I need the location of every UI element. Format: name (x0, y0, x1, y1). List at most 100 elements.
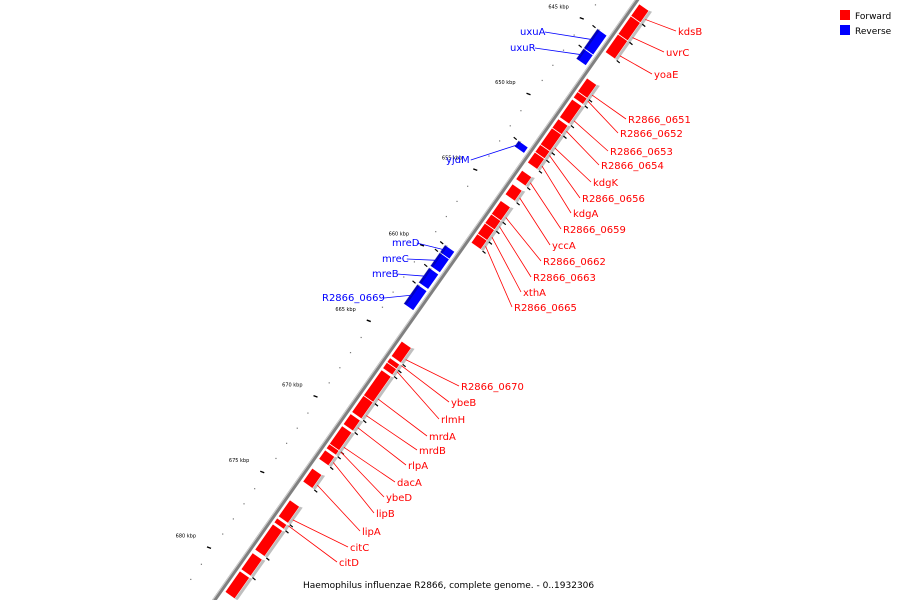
forward-gene-yccA[interactable] (504, 183, 523, 202)
forward-label-line (549, 155, 581, 199)
gene-shading (328, 456, 338, 467)
gene-shading (418, 267, 433, 284)
forward-gene-lipB[interactable] (318, 449, 336, 467)
forward-gene-R2866_0653[interactable] (558, 98, 583, 125)
feature-marker (354, 431, 359, 436)
minor-tick (286, 442, 288, 444)
feature-marker (584, 105, 589, 109)
forward-label-line (317, 484, 361, 532)
forward-gene-R2866_0659[interactable] (515, 169, 533, 187)
forward-gene-R2866_0652[interactable] (572, 90, 588, 106)
gene-shading (339, 432, 355, 452)
feature-marker (616, 59, 621, 64)
forward-gene-label: rlmH (441, 415, 465, 426)
minor-tick (594, 4, 597, 6)
forward-gene-citD[interactable] (273, 517, 288, 530)
backbone-highlight (212, 0, 636, 600)
genome-backbone (211, 0, 640, 600)
gene-shading (494, 220, 504, 231)
feature-marker (423, 263, 428, 268)
minor-tick (222, 533, 224, 535)
gene-shading (480, 240, 491, 251)
feature-marker (570, 124, 575, 129)
gene-shading (514, 140, 522, 148)
forward-gene-R2866_0665[interactable] (470, 233, 488, 251)
forward-gene-unnamed[interactable] (240, 552, 263, 577)
forward-gene-label: ybeD (386, 493, 412, 504)
feature-marker (629, 41, 633, 46)
forward-label-line (377, 398, 428, 437)
gene-shading (361, 402, 377, 420)
feature-marker (362, 419, 367, 424)
forward-gene-label: citD (339, 558, 359, 569)
gene-shading (400, 347, 415, 365)
forward-gene-lipA[interactable] (302, 467, 323, 490)
reverse-gene-mreC[interactable] (429, 251, 451, 274)
forward-label-line (529, 182, 562, 230)
forward-label-line (401, 365, 450, 403)
forward-gene-R2866_0670[interactable] (390, 340, 413, 364)
minor-tick (200, 563, 203, 565)
minor-tick (403, 276, 405, 278)
minor-tick (562, 49, 565, 51)
minor-tick (520, 110, 522, 112)
minor-tick (232, 518, 234, 520)
legend-reverse-swatch (840, 25, 850, 35)
reverse-label-line (406, 258, 437, 261)
legend: Forward Reverse (840, 10, 892, 37)
forward-gene-mrdB[interactable] (351, 394, 374, 420)
forward-gene-ybeD[interactable] (325, 443, 340, 456)
gene-shading (537, 158, 548, 171)
forward-gene-unnamed[interactable] (254, 523, 284, 558)
gene-shading (525, 177, 535, 188)
feature-marker (329, 466, 334, 471)
minor-tick (243, 503, 245, 505)
gene-shading (264, 530, 286, 558)
forward-label-line (396, 371, 440, 420)
forward-gene-label: kdgK (593, 178, 618, 189)
minor-tick (254, 488, 256, 490)
forward-gene-kdgA[interactable] (526, 151, 546, 171)
forward-gene-unnamed[interactable] (224, 570, 251, 600)
feature-marker (434, 248, 439, 253)
feature-marker (513, 136, 518, 141)
forward-gene-rlpA[interactable] (342, 413, 361, 432)
forward-gene-label: yoaE (654, 70, 678, 81)
forward-label-line (619, 55, 653, 75)
major-tick (366, 319, 372, 323)
feature-marker (265, 557, 270, 561)
reverse-gene-uxuR[interactable] (575, 47, 594, 67)
forward-gene-rlmH[interactable] (381, 361, 398, 376)
forward-gene-label: R2866_0656 (582, 194, 645, 205)
gene-shading (287, 506, 303, 525)
minor-tick (509, 125, 511, 127)
forward-gene-label: R2866_0659 (563, 225, 626, 236)
reverse-gene-mreB[interactable] (417, 266, 440, 291)
reverse-gene-R2866_0669[interactable] (402, 283, 428, 312)
gene-track (224, 3, 653, 600)
forward-label-line (332, 462, 375, 514)
reverse-gene-yjdM[interactable] (513, 139, 529, 154)
feature-marker (641, 23, 646, 28)
reverse-gene-label: R2866_0669 (322, 293, 385, 304)
forward-gene-label: R2866_0651 (628, 115, 691, 126)
forward-label-line (357, 427, 407, 466)
genome-caption: Haemophilus influenzae R2866, complete g… (303, 581, 594, 591)
feature-marker (495, 230, 500, 235)
gene-shading (430, 252, 443, 267)
forward-label-line (519, 197, 551, 246)
forward-label-line (292, 519, 349, 548)
forward-label-line (632, 37, 665, 53)
feature-marker (502, 221, 507, 226)
feature-marker (482, 250, 486, 254)
minor-tick (541, 79, 543, 82)
tick-label: 650 kbp (495, 80, 515, 86)
forward-gene-citC[interactable] (277, 499, 301, 524)
forward-gene-yoaE[interactable] (604, 33, 629, 60)
reverse-gene-label: uxuR (510, 43, 536, 54)
minor-tick (392, 291, 394, 293)
gene-shading (587, 84, 600, 100)
gene-shading (403, 284, 421, 305)
forward-label-line (491, 236, 522, 293)
gene-labels: kdsB uvrC yoaE R2866_0651 R2866_0652 R2866_06… (288, 19, 702, 569)
